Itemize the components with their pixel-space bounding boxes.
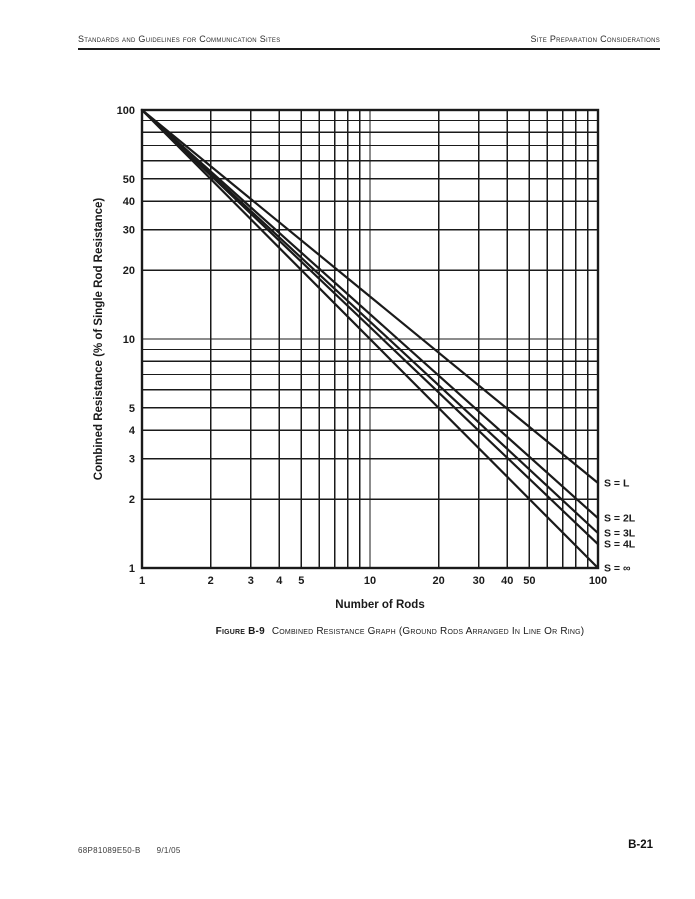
plot-border [140, 108, 600, 570]
y-tick-label: 20 [123, 265, 135, 277]
series-label: S = ∞ [604, 563, 631, 575]
series-line-3 [140, 108, 600, 535]
series-line-4 [140, 108, 600, 546]
footer-doc-number: 68P81089E50-B [78, 846, 141, 855]
x-tick-label: 50 [523, 575, 535, 587]
header-right-title: Site Preparation Considerations [530, 34, 660, 44]
x-tick-label: 20 [433, 575, 445, 587]
x-tick-label: 5 [298, 575, 304, 587]
figure-caption-label: Figure B-9 [215, 626, 265, 637]
x-tick-label: 3 [248, 575, 254, 587]
series-line-5 [140, 108, 600, 570]
figure-caption-text: Combined Resistance Graph (Ground Rods A… [271, 626, 585, 637]
y-tick-label: 5 [129, 403, 135, 415]
series-line-2 [140, 108, 600, 520]
series-label: S = 4L [604, 539, 636, 551]
footer-doc-info: 68P81089E50-B 9/1/05 [78, 846, 181, 855]
figure-caption: Figure B-9 Combined Resistance Graph (Gro… [140, 626, 660, 637]
x-tick-label: 30 [473, 575, 485, 587]
y-tick-label: 3 [129, 454, 135, 466]
x-tick-label: 4 [276, 575, 283, 587]
series-line-1 [140, 108, 600, 485]
footer-page-number: B-21 [628, 839, 653, 851]
y-tick-label: 10 [123, 334, 135, 346]
x-tick-label: 10 [364, 575, 376, 587]
y-tick-label: 40 [123, 196, 135, 208]
y-tick-label: 1 [129, 563, 135, 575]
y-tick-label: 2 [129, 494, 135, 506]
x-tick-label: 40 [501, 575, 513, 587]
y-tick-label: 100 [117, 105, 135, 117]
x-axis-title: Number of Rods [335, 599, 424, 611]
header-rule [78, 48, 660, 50]
x-tick-label: 100 [589, 575, 607, 587]
series-label: S = 2L [604, 513, 636, 525]
y-tick-label: 50 [123, 174, 135, 186]
y-tick-label: 4 [129, 425, 136, 437]
y-axis-title: Combined Resistance (% of Single Rod Res… [93, 198, 105, 481]
series-label: S = 3L [604, 528, 636, 540]
footer-date: 9/1/05 [156, 846, 181, 855]
series-label: S = L [604, 478, 630, 490]
x-tick-label: 2 [208, 575, 214, 587]
header-left-title: Standards and Guidelines for Communicati… [78, 34, 281, 44]
x-tick-label: 1 [139, 575, 145, 587]
y-tick-label: 30 [123, 225, 135, 237]
